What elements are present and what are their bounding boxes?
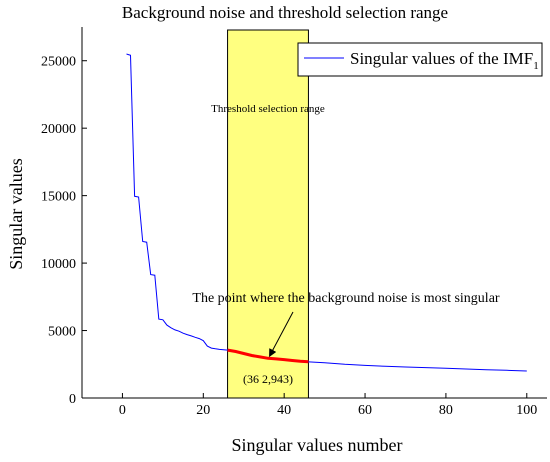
x-tick-label: 60 [358,403,372,418]
annotation-arrow [269,311,294,358]
y-tick-label: 20000 [41,122,76,137]
legend-label-subscript: 1 [533,60,539,72]
series-line-background-noise [227,348,309,364]
annotation-text: The point where the background noise is … [192,291,499,306]
x-tick-label: 80 [439,403,453,418]
y-tick-label: 5000 [48,325,76,340]
legend: Singular values of the IMF1 [297,42,543,77]
x-tick-label: 20 [196,403,210,418]
x-tick-label: 40 [277,403,291,418]
chart-title: Background noise and threshold selection… [122,3,448,22]
series-line-imf1 [126,53,527,372]
y-tick-label: 15000 [41,190,76,205]
svg-text:Singular values of the IMF1: Singular values of the IMF1 [350,49,539,72]
legend-label: Singular values of the IMF [350,49,533,68]
x-axis-title: Singular values number [232,435,403,455]
axis-ticks: 0 20 40 60 80 100 0 5000 10000 15000 20000 25000 [41,55,537,418]
y-tick-label: 10000 [41,257,76,272]
x-tick-label: 0 [119,403,126,418]
annotation-point-label: (36 2,943) [243,372,293,386]
threshold-selection-band [227,29,309,399]
threshold-selection-label: Threshold selection range [211,103,325,115]
y-axis-title: Singular values [6,158,26,269]
x-tick-label: 100 [516,403,537,418]
legend-box [297,42,543,77]
y-tick-label: 0 [69,392,76,407]
y-tick-label: 25000 [41,55,76,70]
